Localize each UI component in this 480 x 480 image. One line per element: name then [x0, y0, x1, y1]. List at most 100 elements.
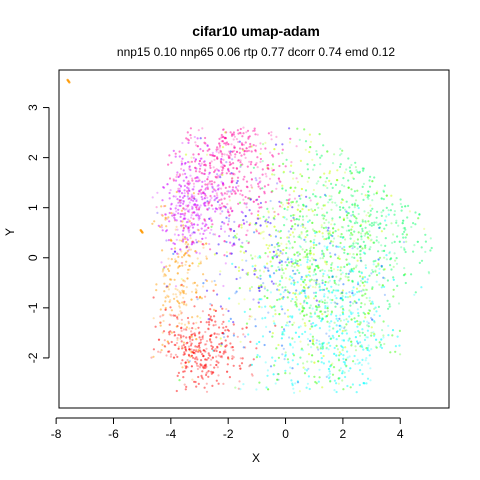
- data-point: [304, 324, 307, 327]
- data-point: [332, 366, 336, 369]
- data-point: [356, 291, 359, 294]
- data-point: [209, 334, 212, 338]
- data-point: [186, 316, 190, 320]
- data-point: [377, 305, 380, 308]
- data-point: [178, 190, 181, 193]
- data-point: [197, 375, 200, 379]
- data-point: [342, 388, 345, 391]
- data-point: [178, 195, 182, 198]
- data-point: [269, 260, 272, 263]
- data-point: [304, 324, 307, 327]
- data-point: [160, 224, 163, 227]
- data-point: [321, 275, 325, 278]
- data-point: [293, 240, 296, 244]
- data-point: [336, 302, 339, 305]
- data-point: [309, 315, 312, 318]
- data-point: [189, 248, 192, 251]
- data-point: [339, 241, 342, 245]
- data-point: [371, 268, 374, 272]
- data-point: [211, 185, 214, 188]
- data-point: [375, 346, 378, 349]
- data-point: [184, 242, 187, 245]
- data-point: [395, 219, 398, 222]
- data-point: [235, 188, 239, 191]
- data-point: [264, 172, 267, 175]
- data-point: [320, 207, 324, 210]
- data-point: [317, 206, 320, 209]
- data-point: [347, 186, 350, 189]
- data-point: [236, 129, 239, 132]
- data-point: [325, 315, 328, 318]
- data-point: [238, 201, 242, 204]
- data-point: [293, 228, 296, 231]
- data-point: [316, 346, 319, 349]
- data-point: [341, 307, 345, 310]
- data-point: [197, 229, 200, 232]
- data-point: [353, 240, 356, 243]
- data-point: [287, 256, 290, 259]
- data-point: [289, 170, 292, 173]
- data-point: [188, 161, 191, 164]
- data-point: [315, 279, 318, 282]
- data-point: [353, 190, 356, 193]
- data-point: [315, 308, 318, 311]
- data-point: [267, 388, 270, 391]
- data-point: [372, 260, 375, 263]
- data-point: [204, 350, 207, 353]
- data-point: [414, 223, 417, 226]
- data-point: [269, 305, 272, 308]
- data-point: [376, 210, 379, 213]
- data-point: [369, 379, 372, 382]
- data-point: [363, 234, 366, 237]
- data-point: [197, 208, 200, 211]
- data-point: [351, 210, 355, 213]
- data-point: [228, 185, 231, 188]
- data-point: [183, 383, 186, 386]
- data-point: [384, 219, 387, 222]
- data-point: [312, 343, 316, 346]
- data-point: [312, 168, 315, 171]
- data-point: [218, 146, 221, 149]
- data-point: [280, 260, 283, 263]
- data-point: [212, 166, 215, 169]
- data-point: [275, 269, 278, 272]
- data-point: [230, 228, 233, 231]
- data-point: [232, 349, 235, 352]
- data-point: [359, 341, 362, 344]
- data-point: [280, 344, 284, 347]
- data-point: [248, 364, 251, 367]
- data-point: [269, 199, 272, 203]
- data-point: [245, 233, 248, 237]
- data-point: [208, 338, 212, 341]
- data-point: [197, 326, 200, 329]
- data-point: [238, 151, 241, 154]
- data-point: [189, 136, 193, 140]
- data-point: [327, 275, 330, 278]
- data-point: [178, 305, 181, 308]
- data-point: [215, 192, 218, 195]
- data-point: [250, 186, 253, 189]
- data-point: [320, 299, 323, 302]
- data-point: [324, 261, 327, 264]
- data-point: [288, 247, 291, 250]
- data-point: [307, 286, 310, 289]
- data-point: [346, 350, 349, 353]
- data-point: [182, 226, 185, 230]
- data-point: [247, 333, 250, 336]
- data-point: [240, 226, 243, 229]
- data-point: [184, 217, 187, 220]
- data-point: [252, 298, 255, 301]
- data-point: [295, 302, 298, 305]
- data-point: [314, 291, 318, 294]
- data-point: [257, 210, 260, 213]
- data-point: [381, 249, 384, 253]
- data-point: [190, 216, 193, 219]
- data-point: [364, 292, 367, 295]
- data-point: [345, 200, 348, 203]
- data-point: [207, 370, 210, 373]
- data-point: [326, 320, 329, 323]
- data-point: [243, 202, 246, 205]
- data-point: [285, 246, 288, 249]
- data-point: [203, 218, 206, 221]
- data-point: [206, 144, 209, 148]
